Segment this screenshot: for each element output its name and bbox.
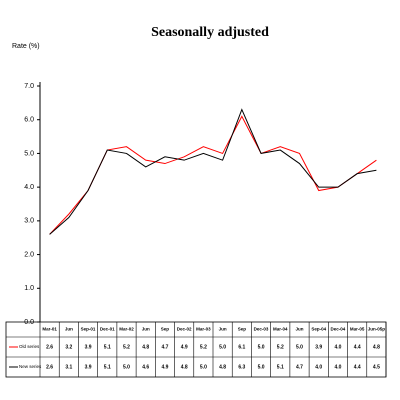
- x-tick-label: Sep: [238, 327, 247, 332]
- table-value: 5.0: [200, 364, 207, 370]
- x-tick-label: Jun: [142, 327, 150, 332]
- table-value: 5.1: [104, 344, 111, 350]
- x-tick-label: Jun-05p: [368, 327, 386, 332]
- table-value: 5.1: [277, 364, 284, 370]
- table-value: 4.9: [181, 344, 188, 350]
- table-value: 5.0: [258, 344, 265, 350]
- table-value: 3.2: [65, 344, 72, 350]
- table-value: 5.0: [258, 364, 265, 370]
- legend-label: New series: [19, 364, 42, 369]
- x-tick-label: Mar-03: [196, 327, 211, 332]
- table-value: 6.3: [238, 364, 245, 370]
- y-tick-label: 5.0: [24, 150, 34, 157]
- table-value: 6.1: [238, 344, 245, 350]
- x-tick-label: Sep: [161, 327, 170, 332]
- x-tick-label: Mar-05: [350, 327, 365, 332]
- x-tick-label: Dec-02: [177, 327, 192, 332]
- y-tick-label: 7.0: [24, 83, 34, 90]
- table-value: 4.8: [219, 364, 226, 370]
- line-series: [49, 108, 377, 235]
- table-value: 5.2: [123, 344, 130, 350]
- x-tick-label: Mar-02: [119, 327, 134, 332]
- table-value: 4.0: [315, 364, 322, 370]
- x-tick-label: Jun: [295, 327, 303, 332]
- line-series: [49, 115, 377, 235]
- x-tick-label: Dec-03: [254, 327, 269, 332]
- table-value: 4.7: [161, 344, 168, 350]
- x-tick-label: Sep-04: [311, 327, 326, 332]
- table-value: 5.2: [277, 344, 284, 350]
- legend-label: Old series: [19, 344, 40, 349]
- table-value: 4.8: [181, 364, 188, 370]
- table-value: 4.5: [373, 364, 380, 370]
- y-tick-label: 3.0: [24, 218, 34, 225]
- x-tick-label: Sep-01: [81, 327, 96, 332]
- table-value: 4.0: [334, 364, 341, 370]
- y-tick-label: 1.0: [24, 285, 34, 292]
- table-value: 5.0: [296, 344, 303, 350]
- y-tick-label: 6.0: [24, 117, 34, 124]
- y-tick-label: 4.0: [24, 184, 34, 191]
- x-tick-label: Jun: [219, 327, 227, 332]
- x-tick-label: Dec-01: [100, 327, 115, 332]
- table-value: 3.1: [65, 364, 72, 370]
- x-tick-label: Mar-01: [42, 327, 57, 332]
- table-value: 5.2: [200, 344, 207, 350]
- table-value: 4.0: [334, 344, 341, 350]
- table-value: 4.4: [354, 364, 361, 370]
- y-axis-label: Rate (%): [12, 43, 40, 50]
- table-value: 4.9: [161, 364, 168, 370]
- table-value: 3.9: [85, 344, 92, 350]
- table-value: 4.7: [296, 364, 303, 370]
- table-value: 3.9: [85, 364, 92, 370]
- table-value: 5.1: [104, 364, 111, 370]
- table-value: 4.8: [373, 344, 380, 350]
- table-value: 5.0: [123, 364, 130, 370]
- table-value: 4.8: [142, 344, 149, 350]
- table-value: 2.6: [46, 344, 53, 350]
- y-tick-label: 2.0: [24, 251, 34, 258]
- x-tick-label: Dec-04: [331, 327, 346, 332]
- table-value: 3.9: [315, 344, 322, 350]
- x-tick-label: Mar-04: [273, 327, 288, 332]
- table-value: 4.4: [354, 344, 361, 350]
- table-value: 4.6: [142, 364, 149, 370]
- x-tick-label: Jun: [65, 327, 73, 332]
- table-value: 2.6: [46, 364, 53, 370]
- chart-title: Seasonally adjusted: [151, 25, 269, 40]
- table-value: 5.0: [219, 344, 226, 350]
